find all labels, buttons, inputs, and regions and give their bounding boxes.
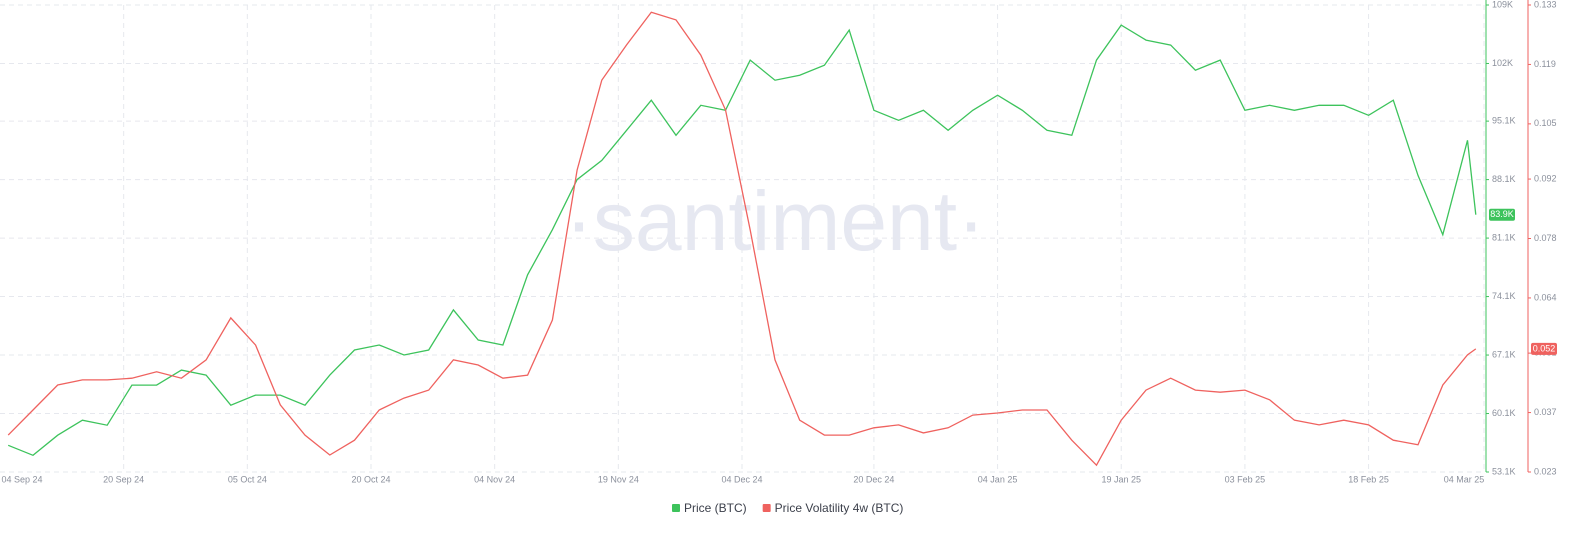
y-tick-label: 67.1K — [1492, 349, 1516, 359]
legend-swatch — [672, 504, 680, 512]
y-tick-label: 109K — [1492, 0, 1513, 9]
y2-tick-label: 0.119 — [1534, 59, 1556, 69]
x-tick-label: 04 Dec 24 — [721, 474, 762, 484]
x-tick-label: 03 Feb 25 — [1225, 474, 1266, 484]
series-line — [7, 11, 1477, 467]
current-value-label: 83.9K — [1490, 209, 1514, 219]
y2-tick-label: 0.078 — [1534, 233, 1557, 243]
current-value-label: 0.052 — [1533, 343, 1556, 353]
x-tick-label: 19 Jan 25 — [1101, 474, 1141, 484]
x-tick-label: 20 Dec 24 — [853, 474, 894, 484]
y-tick-label: 74.1K — [1492, 291, 1516, 301]
watermark: ·santiment· — [565, 174, 985, 268]
y-tick-label: 102K — [1492, 58, 1513, 68]
current-value-badge — [1489, 208, 1515, 221]
y2-tick-label: 0.037 — [1534, 407, 1557, 417]
y-tick-label: 88.1K — [1492, 174, 1516, 184]
y2-tick-label: 0.092 — [1534, 173, 1557, 183]
x-tick-label: 05 Oct 24 — [228, 474, 267, 484]
x-tick-label: 20 Sep 24 — [103, 474, 144, 484]
y2-tick-label: 0.064 — [1534, 292, 1557, 302]
series-line — [7, 24, 1477, 457]
x-tick-label: 04 Sep 24 — [1, 474, 42, 484]
current-value-badge — [1531, 342, 1557, 355]
legend-label: Price (BTC) — [684, 501, 747, 515]
x-tick-label: 04 Jan 25 — [978, 474, 1018, 484]
x-tick-label: 19 Nov 24 — [598, 474, 639, 484]
x-tick-label: 04 Mar 25 — [1444, 474, 1485, 484]
x-tick-label: 20 Oct 24 — [351, 474, 390, 484]
x-tick-label: 18 Feb 25 — [1348, 474, 1389, 484]
y2-tick-label: 0.105 — [1534, 118, 1557, 128]
y2-tick-label: 0.023 — [1534, 466, 1557, 476]
y-tick-label: 81.1K — [1492, 232, 1516, 242]
y-tick-label: 53.1K — [1492, 466, 1516, 476]
y2-tick-label: 0.133 — [1534, 0, 1557, 9]
legend-label: Price Volatility 4w (BTC) — [775, 501, 904, 515]
x-tick-label: 04 Nov 24 — [474, 474, 515, 484]
y-tick-label: 60.1K — [1492, 408, 1516, 418]
legend-swatch — [762, 504, 771, 512]
y-tick-label: 95.1K — [1492, 115, 1516, 125]
